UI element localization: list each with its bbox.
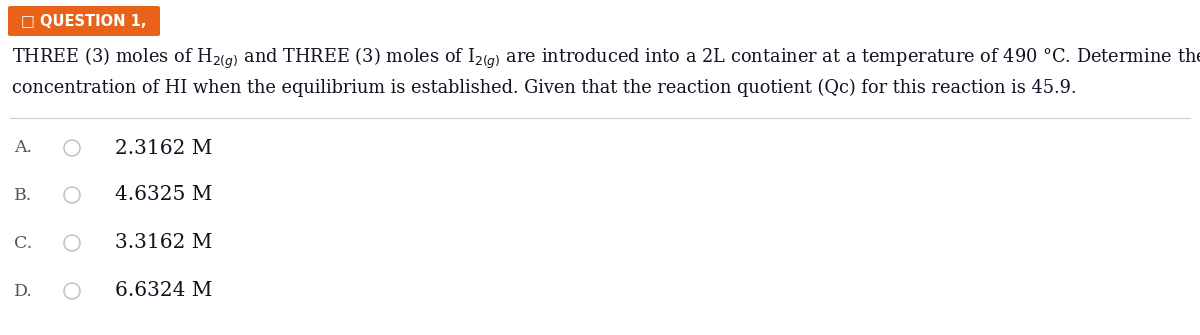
Text: □ QUESTION 1,: □ QUESTION 1, (22, 13, 146, 28)
Text: 2.3162 M: 2.3162 M (115, 138, 212, 157)
Text: 6.6324 M: 6.6324 M (115, 281, 212, 300)
Text: A.: A. (14, 139, 32, 156)
Text: 3.3162 M: 3.3162 M (115, 233, 212, 253)
Text: D.: D. (14, 282, 32, 299)
Text: THREE (3) moles of H$_{2(g)}$ and THREE (3) moles of I$_{2(g)}$ are introduced i: THREE (3) moles of H$_{2(g)}$ and THREE … (12, 46, 1200, 71)
Text: 4.6325 M: 4.6325 M (115, 186, 212, 204)
Text: B.: B. (14, 187, 32, 203)
Text: concentration of HI when the equilibrium is established. Given that the reaction: concentration of HI when the equilibrium… (12, 79, 1076, 97)
FancyBboxPatch shape (8, 6, 160, 36)
Text: C.: C. (14, 234, 32, 252)
